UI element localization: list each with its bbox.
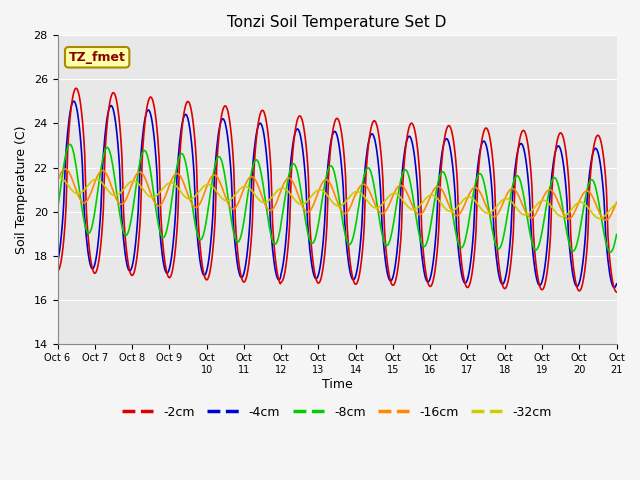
-2cm (439, 150, 447, 156)
-2cm (330, 126, 337, 132)
Legend: -2cm, -4cm, -8cm, -16cm, -32cm: -2cm, -4cm, -8cm, -16cm, -32cm (117, 401, 557, 424)
-2cm (612, 289, 620, 295)
-8cm (66, 142, 74, 147)
-4cm (54, 259, 61, 265)
Line: -8cm: -8cm (58, 144, 616, 252)
Title: Tonzi Soil Temperature Set D: Tonzi Soil Temperature Set D (227, 15, 447, 30)
-2cm (72, 85, 80, 91)
-32cm (563, 213, 570, 218)
-32cm (54, 175, 61, 180)
-2cm (563, 151, 570, 156)
-16cm (612, 200, 620, 205)
-8cm (383, 242, 391, 248)
Line: -32cm: -32cm (58, 178, 616, 218)
-16cm (177, 174, 185, 180)
-4cm (383, 271, 391, 276)
-8cm (607, 249, 614, 255)
-8cm (439, 169, 447, 175)
-4cm (177, 128, 185, 134)
-16cm (563, 215, 570, 221)
Text: TZ_fmet: TZ_fmet (68, 51, 125, 64)
-32cm (55, 175, 63, 180)
-32cm (439, 203, 447, 208)
Y-axis label: Soil Temperature (C): Soil Temperature (C) (15, 125, 28, 254)
-32cm (201, 182, 209, 188)
-8cm (330, 166, 337, 172)
-8cm (563, 226, 570, 231)
Line: -2cm: -2cm (58, 88, 616, 292)
-16cm (61, 166, 69, 172)
Line: -4cm: -4cm (58, 101, 616, 288)
-2cm (177, 137, 185, 143)
-4cm (563, 186, 570, 192)
-32cm (612, 201, 620, 207)
-4cm (201, 272, 209, 278)
-2cm (201, 275, 209, 281)
-16cm (330, 187, 337, 193)
-8cm (54, 206, 61, 212)
Line: -16cm: -16cm (58, 169, 616, 220)
-32cm (177, 189, 185, 195)
-4cm (611, 285, 618, 290)
-8cm (201, 225, 209, 230)
-4cm (612, 281, 620, 287)
-32cm (330, 200, 337, 206)
X-axis label: Time: Time (322, 378, 353, 391)
-16cm (383, 205, 391, 211)
-32cm (383, 195, 391, 201)
-16cm (201, 188, 209, 194)
-2cm (54, 268, 61, 274)
-16cm (602, 217, 609, 223)
-4cm (439, 146, 447, 152)
-32cm (596, 216, 604, 221)
-16cm (54, 178, 61, 184)
-4cm (330, 130, 337, 136)
-4cm (70, 98, 77, 104)
-16cm (439, 188, 447, 194)
-8cm (177, 151, 185, 157)
-8cm (612, 232, 620, 238)
-2cm (383, 261, 391, 267)
